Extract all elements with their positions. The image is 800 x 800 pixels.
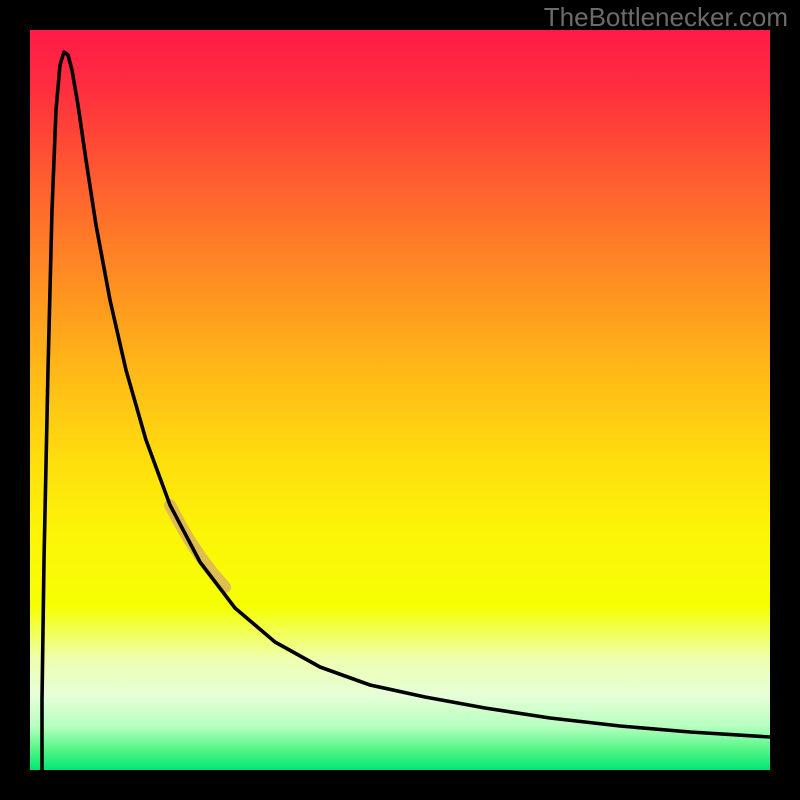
plot-svg	[30, 30, 770, 770]
watermark-text: TheBottlenecker.com	[544, 2, 788, 33]
plot-area	[30, 30, 770, 770]
gradient-background	[30, 30, 770, 770]
frame-border-right	[770, 0, 800, 800]
frame-border-left	[0, 0, 30, 800]
chart-stage: TheBottlenecker.com	[0, 0, 800, 800]
frame-border-bottom	[0, 770, 800, 800]
